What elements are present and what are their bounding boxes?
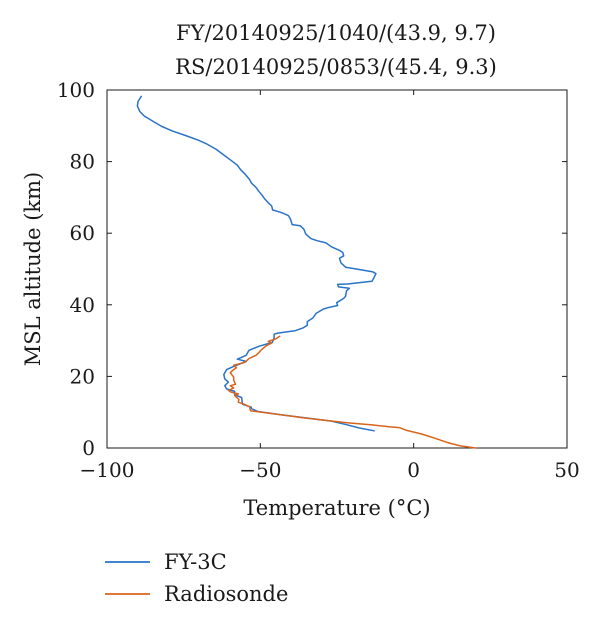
series-line-radiosonde (227, 335, 477, 449)
plot-frame (106, 89, 568, 449)
y-tick-label: 0 (82, 436, 95, 460)
chart-title-line-1: FY/20140925/1040/(43.9, 9.7) (176, 21, 496, 45)
x-axis-label: Temperature (°C) (243, 496, 430, 520)
x-tick-label: 0 (407, 458, 420, 482)
y-tick-label: 20 (70, 364, 95, 388)
x-tick-label: −100 (80, 458, 135, 482)
y-tick-label: 100 (57, 78, 95, 102)
x-tick-label: 50 (554, 458, 579, 482)
x-tick-label: −50 (239, 458, 281, 482)
y-axis-label: MSL altitude (km) (21, 172, 45, 366)
legend: FY-3C Radiosonde (105, 550, 288, 606)
x-axis-ticks: −100 −50 0 50 (80, 90, 580, 482)
chart-title-line-2: RS/20140925/0853/(45.4, 9.3) (175, 55, 497, 79)
y-tick-label: 40 (70, 293, 95, 317)
legend-label: FY-3C (164, 550, 227, 574)
series-line-fy-3c (136, 95, 377, 432)
y-tick-label: 80 (70, 150, 95, 174)
legend-label: Radiosonde (164, 582, 288, 606)
series-layer (136, 95, 477, 449)
y-tick-label: 60 (70, 221, 95, 245)
y-axis-ticks: 0 20 40 60 80 100 (57, 78, 567, 460)
